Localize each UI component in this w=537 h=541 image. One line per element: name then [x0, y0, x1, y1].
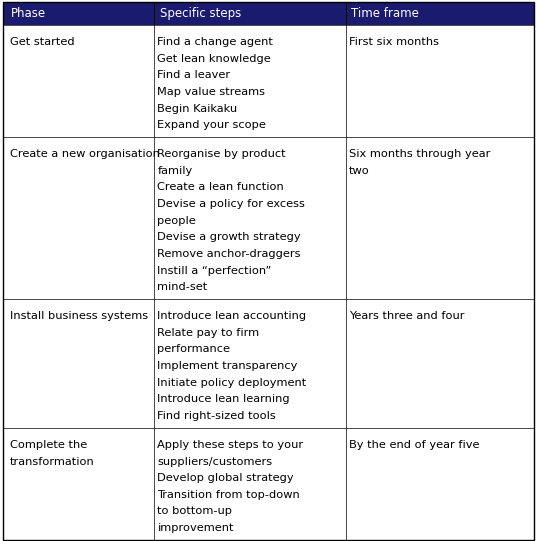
Text: Devise a growth strategy: Devise a growth strategy [157, 232, 301, 242]
Text: Introduce lean accounting: Introduce lean accounting [157, 311, 307, 321]
Text: Find a leaver: Find a leaver [157, 70, 230, 81]
Text: Expand your scope: Expand your scope [157, 120, 266, 130]
Text: By the end of year five: By the end of year five [349, 440, 480, 450]
Text: Complete the: Complete the [10, 440, 87, 450]
Text: Get started: Get started [10, 37, 74, 47]
Text: Devise a policy for excess: Devise a policy for excess [157, 199, 306, 209]
Text: family: family [157, 166, 193, 176]
Text: Specific steps: Specific steps [159, 7, 241, 20]
Text: Phase: Phase [11, 7, 46, 20]
Text: Install business systems: Install business systems [10, 311, 148, 321]
Text: Map value streams: Map value streams [157, 87, 265, 97]
Text: Develop global strategy: Develop global strategy [157, 473, 294, 483]
Text: Initiate policy deployment: Initiate policy deployment [157, 378, 307, 388]
Text: two: two [349, 166, 369, 176]
Text: suppliers/customers: suppliers/customers [157, 457, 273, 467]
Text: performance: performance [157, 345, 230, 354]
Text: improvement: improvement [157, 523, 234, 533]
Text: Introduce lean learning: Introduce lean learning [157, 394, 290, 404]
Text: Years three and four: Years three and four [349, 311, 465, 321]
Text: Implement transparency: Implement transparency [157, 361, 298, 371]
Text: Time frame: Time frame [351, 7, 419, 20]
Text: to bottom-up: to bottom-up [157, 506, 233, 517]
Text: transformation: transformation [10, 457, 95, 467]
Bar [3, 2, 534, 25]
Text: Relate pay to firm: Relate pay to firm [157, 328, 259, 338]
Text: Reorganise by product: Reorganise by product [157, 149, 286, 159]
Text: Find right-sized tools: Find right-sized tools [157, 411, 276, 421]
Text: Six months through year: Six months through year [349, 149, 490, 159]
Text: Apply these steps to your: Apply these steps to your [157, 440, 303, 450]
Text: Transition from top-down: Transition from top-down [157, 490, 300, 500]
Text: Instill a “perfection”: Instill a “perfection” [157, 266, 272, 275]
Text: Begin Kaikaku: Begin Kaikaku [157, 103, 237, 114]
Text: mind-set: mind-set [157, 282, 208, 292]
Text: Create a new organisation: Create a new organisation [10, 149, 159, 159]
Text: people: people [157, 216, 196, 226]
Text: Create a lean function: Create a lean function [157, 182, 284, 193]
Text: Remove anchor-draggers: Remove anchor-draggers [157, 249, 301, 259]
Text: Get lean knowledge: Get lean knowledge [157, 54, 271, 64]
Text: First six months: First six months [349, 37, 439, 47]
Text: Find a change agent: Find a change agent [157, 37, 273, 47]
